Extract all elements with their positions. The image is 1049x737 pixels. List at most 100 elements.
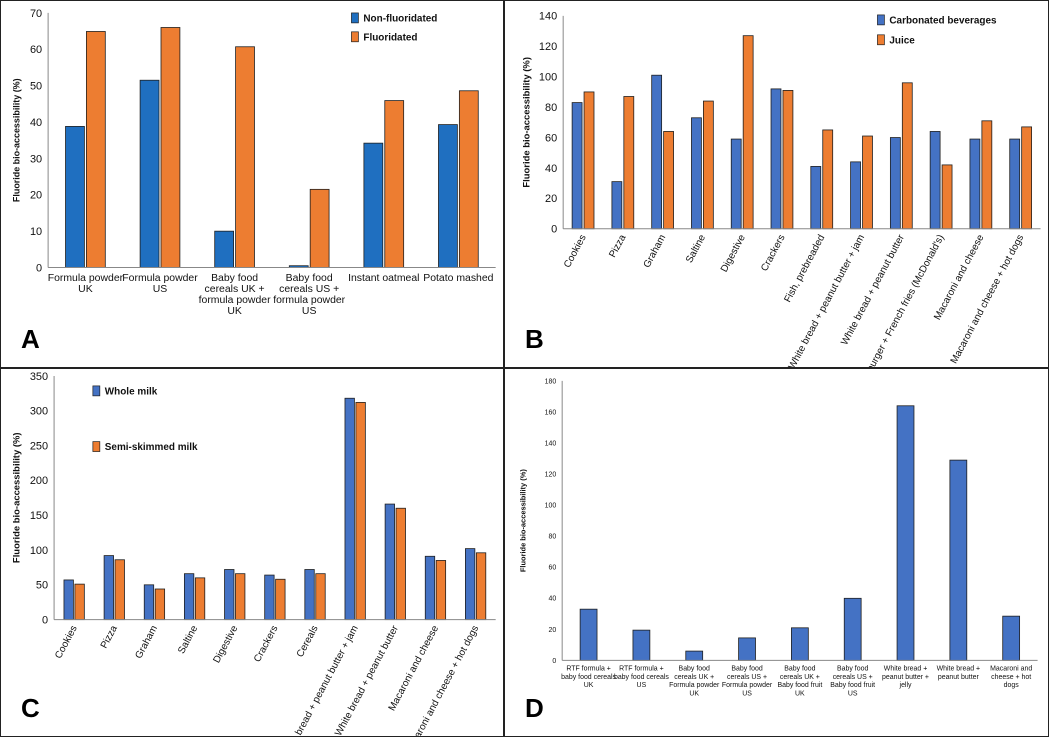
bar-b-s0-c4	[730, 138, 742, 230]
bar-d-s0-c8	[1002, 615, 1021, 661]
bar-d-s0-c2	[685, 650, 704, 661]
y-tick-label: 60	[30, 44, 42, 56]
y-tick-label: 30	[30, 153, 42, 165]
category-label: Graham	[134, 624, 161, 661]
bar-c-s0-c0	[63, 579, 74, 621]
category-label-line: baby food cereals	[561, 674, 616, 681]
category-label-line: Formula powder	[122, 273, 198, 284]
legend-swatch	[877, 14, 885, 26]
category-label: Baby food cereals US + formula powder US	[273, 273, 345, 317]
category-label-line: Baby food	[679, 665, 710, 672]
panel-a: 0 10 20 30 40 50 60 70 Formula powder UK Formula p…	[0, 0, 504, 368]
y-tick-label: 140	[539, 11, 557, 23]
bar-c-s0-c8	[384, 503, 395, 621]
panel-label-c: C	[21, 693, 40, 723]
category-label-line: Instant oatmeal	[348, 273, 419, 284]
bar-d-s0-c7	[949, 459, 968, 661]
bar-b-s1-c11	[1021, 126, 1033, 230]
category-label: Baby food cereals UK + Formula powder UK	[669, 665, 720, 697]
y-tick-label: 0	[552, 658, 556, 665]
bar-c-s1-c4	[235, 573, 246, 621]
bar-c-s1-c7	[355, 402, 366, 621]
bar-b-s1-c5	[782, 90, 794, 230]
category-label: Macaroni and cheese + hot dogs	[949, 233, 1027, 366]
category-label: Baby food cereals US + Formula powder US	[722, 665, 773, 697]
bar-a-s1-c4	[384, 100, 405, 268]
category-label: Pizza	[607, 233, 628, 260]
bar-c-s0-c3	[183, 573, 195, 621]
legend-label: Fluoridated	[363, 32, 417, 43]
category-label: White bread + peanut butter + jam	[787, 233, 868, 367]
category-label-line: cereals US +	[833, 674, 873, 681]
category-label: RTF formula + baby food cereals US	[614, 665, 669, 689]
bar-d-s0-c0	[579, 608, 598, 661]
y-axis-title: Fluoride bio-accessibility (%)	[11, 433, 22, 564]
category-label-line: jelly	[899, 682, 913, 689]
chart-c: 0 50 100 150 200 250 300 350 Cookies Pizza Graham S…	[11, 371, 496, 736]
category-label: Crackers	[252, 624, 280, 664]
bar-c-s1-c5	[275, 578, 286, 621]
category-label: RTF formula + baby food cereals UK	[561, 665, 616, 689]
category-label: Macaroni and cheese + hot dogs	[404, 624, 482, 736]
y-axis-title: Fluoride bio-accessibility (%)	[11, 78, 21, 202]
panel-c: 0 50 100 150 200 250 300 350 Cookies Pizza Graham S…	[0, 368, 504, 737]
category-label-line: UK	[227, 306, 242, 317]
bar-a-s0-c5	[438, 124, 458, 268]
bar-c-s1-c1	[114, 559, 125, 621]
y-tick-label: 100	[539, 72, 557, 84]
category-label-line: cereals UK +	[780, 674, 820, 681]
legend-swatch	[92, 441, 101, 452]
category-label: Cookies	[562, 233, 589, 270]
bar-c-s1-c3	[194, 577, 206, 621]
category-label-line: cereals US +	[279, 284, 339, 295]
category-label-line: US	[742, 691, 752, 698]
bar-b-s1-c6	[822, 129, 834, 230]
y-tick-label: 100	[30, 545, 48, 557]
category-label-line: US	[637, 682, 647, 689]
bar-b-s0-c5	[770, 88, 782, 230]
category-label-line: White bread +	[884, 665, 927, 672]
bar-b-s1-c3	[703, 100, 714, 230]
y-tick-label: 50	[36, 580, 48, 592]
category-label-line: Potato mashed	[423, 273, 493, 284]
bar-c-s0-c2	[143, 584, 155, 621]
bar-b-s0-c9	[929, 131, 941, 230]
legend-label: Juice	[889, 35, 915, 46]
category-label: Fish, prebreaded	[782, 233, 827, 305]
legend-label: Semi-skimmed milk	[105, 442, 198, 453]
category-label-line: White bread +	[937, 665, 980, 672]
panel-label-b: B	[525, 324, 544, 354]
bar-b-s1-c2	[663, 131, 674, 230]
panel-label-d: D	[525, 693, 544, 723]
bar-c-s1-c10	[475, 552, 487, 621]
bar-a-s0-c1	[139, 79, 160, 268]
y-tick-label: 40	[545, 163, 557, 175]
bar-b-s0-c10	[969, 138, 981, 230]
y-tick-label: 0	[551, 224, 557, 236]
bar-c-s1-c6	[315, 573, 326, 621]
category-label-line: Formula powder	[48, 273, 124, 284]
bar-b-s0-c7	[850, 161, 861, 230]
bar-b-s0-c8	[889, 137, 901, 230]
y-tick-label: 120	[539, 41, 557, 53]
bar-d-s0-c4	[791, 627, 809, 661]
y-tick-label: 300	[30, 406, 48, 418]
category-label: Macaroni and cheese + hot dogs	[990, 665, 1032, 689]
y-axis-title: Fluoride bio-accessibility (%)	[521, 57, 532, 188]
bar-c-s0-c1	[103, 555, 114, 621]
bar-a-s1-c5	[458, 90, 479, 268]
category-label-line: Baby food	[731, 665, 762, 672]
bar-d-s0-c3	[738, 637, 756, 661]
y-tick-label: 200	[30, 475, 48, 487]
bar-a-s1-c2	[235, 46, 255, 268]
category-label: Digestive	[719, 233, 748, 275]
y-tick-label: 20	[30, 190, 42, 202]
category-label-line: cereals UK +	[674, 674, 714, 681]
category-label-line: formula powder	[199, 295, 271, 306]
category-label-line: formula powder	[273, 295, 345, 306]
y-tick-label: 0	[42, 614, 48, 626]
category-label: Formula powder US	[122, 273, 198, 295]
category-label-line: dogs	[1004, 682, 1020, 689]
